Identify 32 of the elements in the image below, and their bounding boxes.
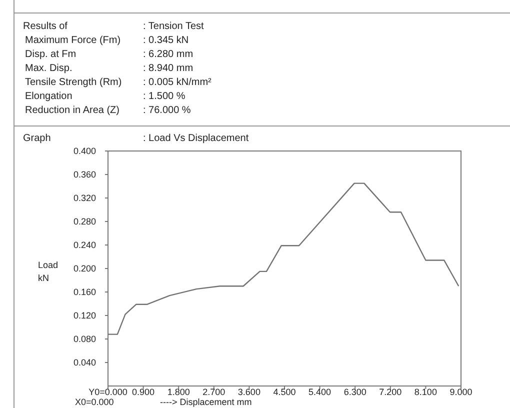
x-tick-label: 4.500 (273, 387, 296, 397)
text: Elongation : 1.500 % (25, 91, 186, 102)
text: Results of : Tension Test (23, 21, 204, 32)
y-tick-label: 0.200 (73, 264, 96, 274)
text: Maximum Force (Fm) : 0.345 kN (25, 35, 189, 46)
y-tick-label: 0.360 (73, 170, 96, 180)
x-tick-label: 5.400 (308, 387, 332, 397)
text: Tensile Strength (Rm) : 0.005 kN/mm² (25, 77, 212, 88)
x-tick-label: 1.800 (167, 387, 190, 397)
text: Reduction in Area (Z) : 76.000 % (25, 105, 191, 116)
y-tick-label: 0.400 (73, 146, 96, 156)
x-tick-label: 3.600 (238, 387, 260, 397)
x-tick-label: 0.900 (132, 387, 155, 397)
text: X0=0.000 (75, 397, 114, 407)
y-tick-label: 0.240 (73, 240, 96, 250)
y-tick-label: 0.080 (73, 334, 96, 344)
x-tick-label: 9.000 (450, 387, 472, 397)
x-axis-title: ----> Displacement mm (160, 397, 252, 407)
y-axis-title: Load kN (38, 260, 58, 283)
x-tick-label: 6.300 (344, 387, 366, 397)
text: Max. Disp. : 8.940 mm (25, 63, 194, 74)
x-tick-label: 2.700 (202, 387, 226, 397)
y-tick-label: 0.320 (73, 193, 96, 204)
chart-title: Graph : Load Vs Displacement (23, 133, 249, 144)
y-tick-label: 0.280 (73, 216, 96, 227)
x-tick-label: 7.200 (379, 387, 402, 397)
x-tick-label: 8.100 (414, 387, 437, 397)
x-tick-label: Y0=0.000 (88, 387, 128, 397)
y-tick-label: 0.040 (73, 358, 96, 368)
y-tick-label: 0.120 (73, 310, 96, 321)
text: Disp. at Fm : 6.280 mm (25, 49, 194, 60)
y-tick-label: 0.160 (73, 287, 96, 298)
